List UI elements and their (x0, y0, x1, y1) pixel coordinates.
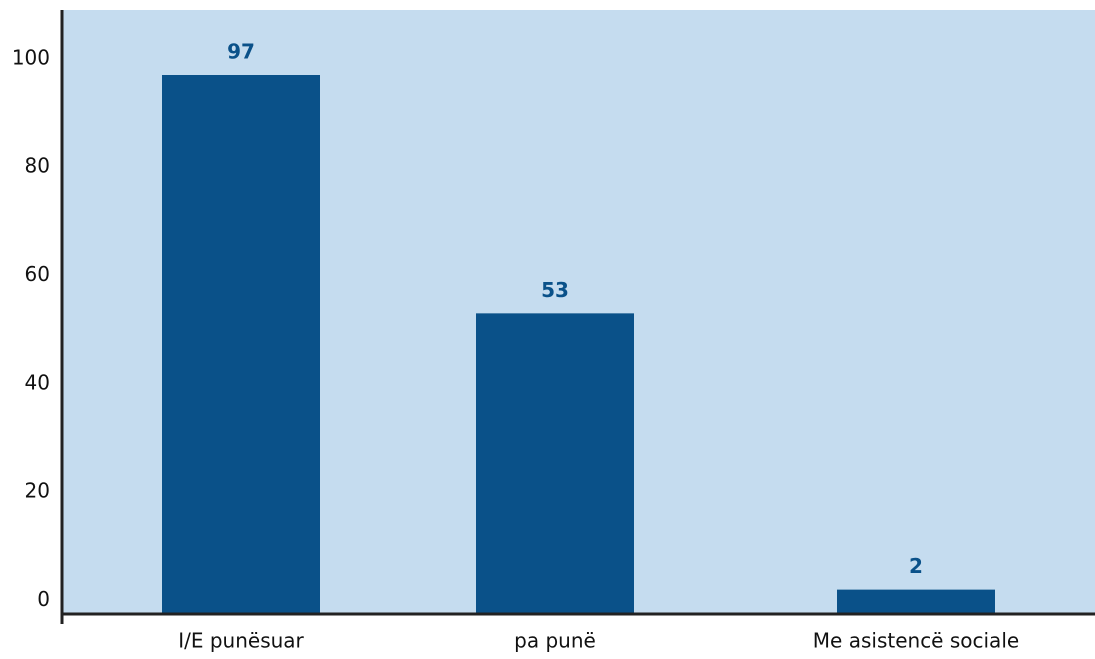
value-label: 97 (227, 40, 255, 64)
x-tick-label: I/E punësuar (178, 629, 304, 653)
x-tick-label: Me asistencë sociale (813, 629, 1019, 653)
y-tick-label: 100 (12, 45, 50, 69)
bar (162, 75, 320, 614)
y-tick-label: 20 (25, 479, 50, 503)
value-label: 2 (909, 554, 923, 578)
y-tick-label: 80 (25, 154, 50, 178)
y-tick-label: 60 (25, 262, 50, 286)
bar (476, 313, 634, 614)
bar (837, 589, 995, 614)
x-tick-label: pa punë (514, 629, 596, 653)
y-tick-label: 40 (25, 370, 50, 394)
value-label: 53 (541, 278, 569, 302)
y-tick-label: 0 (37, 587, 50, 611)
